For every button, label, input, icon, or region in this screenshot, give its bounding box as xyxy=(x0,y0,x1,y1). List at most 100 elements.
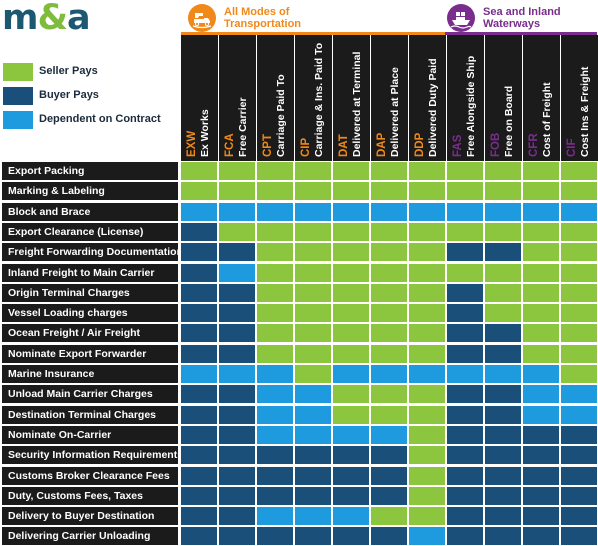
row-label: Ocean Freight / Air Freight xyxy=(2,324,178,342)
matrix-cell xyxy=(257,507,293,525)
matrix-cell xyxy=(257,243,293,261)
matrix-cell xyxy=(333,446,369,464)
matrix-cell xyxy=(485,527,521,545)
row-label: Nominate On-Carrier xyxy=(2,426,178,444)
row-label: Origin Terminal Charges xyxy=(2,284,178,302)
matrix-cell xyxy=(257,467,293,485)
matrix-cell xyxy=(257,446,293,464)
matrix-cell xyxy=(561,446,597,464)
truck-plane-ship-icon xyxy=(188,4,216,32)
matrix-cell xyxy=(333,426,369,444)
matrix-cell xyxy=(485,243,521,261)
matrix-cell xyxy=(409,284,445,302)
matrix-cell xyxy=(523,182,559,200)
matrix-cell xyxy=(181,162,217,180)
matrix-cell xyxy=(257,223,293,241)
matrix-cell xyxy=(447,385,483,403)
cargo-ship-icon xyxy=(447,4,475,32)
matrix-cell xyxy=(523,223,559,241)
matrix-cell xyxy=(257,324,293,342)
column-code: CIF xyxy=(566,138,578,157)
matrix-cell xyxy=(561,487,597,505)
column-code: DAP xyxy=(376,132,388,157)
matrix-cell xyxy=(485,426,521,444)
matrix-cell xyxy=(561,406,597,424)
matrix-cell xyxy=(257,162,293,180)
matrix-cell xyxy=(295,467,331,485)
matrix-cell xyxy=(257,182,293,200)
matrix-cell xyxy=(181,203,217,221)
matrix-cell xyxy=(219,264,255,282)
column-name: Free Carrier xyxy=(237,97,249,157)
matrix-cell xyxy=(447,406,483,424)
legend-label-buyer: Buyer Pays xyxy=(39,89,99,101)
column-name: Carriage & Ins. Paid To xyxy=(313,42,325,157)
matrix-cell xyxy=(371,223,407,241)
matrix-cell xyxy=(523,324,559,342)
matrix-cell xyxy=(409,467,445,485)
matrix-cell xyxy=(485,304,521,322)
matrix-cell xyxy=(447,467,483,485)
matrix-cell xyxy=(295,507,331,525)
matrix-cell xyxy=(371,243,407,261)
matrix-cell xyxy=(181,426,217,444)
column-name: Ex Works xyxy=(199,109,211,157)
matrix-cell xyxy=(485,223,521,241)
matrix-cell xyxy=(523,487,559,505)
mode-sea-line1: Sea and Inland xyxy=(483,6,561,18)
matrix-cell xyxy=(409,365,445,383)
matrix-cell xyxy=(371,345,407,363)
matrix-cell xyxy=(485,345,521,363)
matrix-cell xyxy=(295,406,331,424)
matrix-cell xyxy=(485,365,521,383)
column-name: Delivered Duty Paid xyxy=(427,58,439,157)
column-header-cif: CIF Cost Ins & Freight xyxy=(561,35,598,161)
column-code: FOB xyxy=(490,132,502,157)
matrix-cell xyxy=(181,487,217,505)
column-header-dat: DAT Delivered at Terminal xyxy=(333,35,370,161)
matrix-cell xyxy=(485,264,521,282)
matrix-cell xyxy=(561,162,597,180)
mode-all-transportation: All Modes of Transportation xyxy=(188,4,358,34)
mode-sea-line2: Waterways xyxy=(483,18,541,30)
matrix-cell xyxy=(523,365,559,383)
column-header-fas: FAS Free Alongside Ship xyxy=(447,35,484,161)
matrix-cell xyxy=(333,385,369,403)
matrix-cell xyxy=(447,446,483,464)
matrix-cell xyxy=(257,365,293,383)
matrix-cell xyxy=(257,304,293,322)
legend-swatch-dependent xyxy=(3,111,33,129)
matrix-cell xyxy=(409,324,445,342)
matrix-cell xyxy=(447,324,483,342)
row-label: Export Clearance (License) xyxy=(2,223,178,241)
matrix-cell xyxy=(181,507,217,525)
matrix-cell xyxy=(523,203,559,221)
matrix-cell xyxy=(295,223,331,241)
row-label: Unload Main Carrier Charges xyxy=(2,385,178,403)
matrix-cell xyxy=(219,304,255,322)
matrix-cell xyxy=(257,426,293,444)
matrix-cell xyxy=(447,223,483,241)
matrix-cell xyxy=(333,304,369,322)
matrix-cell xyxy=(409,223,445,241)
row-label: Security Information Requirements xyxy=(2,446,178,464)
matrix-cell xyxy=(561,507,597,525)
matrix-cell xyxy=(523,467,559,485)
matrix-cell xyxy=(485,182,521,200)
matrix-cell xyxy=(561,365,597,383)
matrix-cell xyxy=(371,365,407,383)
row-label: Block and Brace xyxy=(2,203,178,221)
row-label: Duty, Customs Fees, Taxes xyxy=(2,487,178,505)
matrix-cell xyxy=(409,345,445,363)
matrix-cell xyxy=(181,304,217,322)
matrix-cell xyxy=(257,487,293,505)
matrix-cell xyxy=(409,162,445,180)
matrix-cell xyxy=(447,345,483,363)
column-name: Carriage Paid To xyxy=(275,74,287,157)
column-name: Free on Board xyxy=(503,85,515,157)
matrix-cell xyxy=(333,264,369,282)
matrix-cell xyxy=(485,406,521,424)
matrix-cell xyxy=(371,527,407,545)
column-code: FCA xyxy=(224,133,236,157)
matrix-cell xyxy=(409,264,445,282)
